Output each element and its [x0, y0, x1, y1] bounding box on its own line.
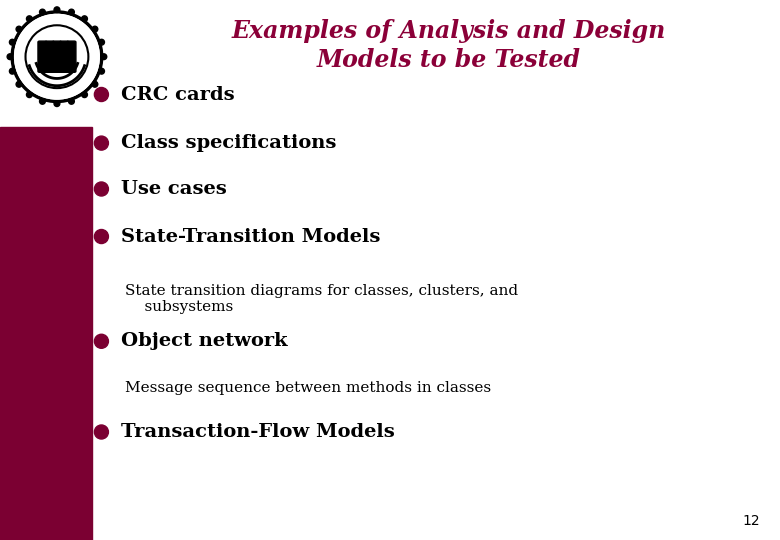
Text: Message sequence between methods in classes: Message sequence between methods in clas…	[125, 381, 491, 395]
Ellipse shape	[94, 230, 108, 244]
Ellipse shape	[9, 8, 105, 105]
Ellipse shape	[27, 92, 32, 98]
Ellipse shape	[94, 182, 108, 196]
FancyBboxPatch shape	[60, 41, 69, 72]
Ellipse shape	[94, 136, 108, 150]
Ellipse shape	[40, 9, 45, 15]
Ellipse shape	[94, 334, 108, 348]
Text: Examples of Analysis and Design
Models to be Tested: Examples of Analysis and Design Models t…	[232, 19, 665, 72]
Ellipse shape	[9, 39, 16, 45]
Text: State transition diagrams for classes, clusters, and
    subsystems: State transition diagrams for classes, c…	[125, 284, 518, 314]
Ellipse shape	[101, 54, 107, 59]
FancyBboxPatch shape	[67, 41, 76, 72]
Text: Class specifications: Class specifications	[121, 134, 336, 152]
Ellipse shape	[92, 82, 98, 87]
Text: 12: 12	[743, 514, 760, 528]
Ellipse shape	[98, 68, 105, 74]
Ellipse shape	[82, 16, 87, 22]
Text: Use cases: Use cases	[121, 180, 227, 198]
Ellipse shape	[98, 39, 105, 45]
Text: Object network: Object network	[121, 332, 287, 350]
FancyBboxPatch shape	[52, 41, 62, 72]
Ellipse shape	[54, 100, 60, 106]
Ellipse shape	[92, 26, 98, 32]
FancyBboxPatch shape	[38, 41, 47, 72]
Ellipse shape	[16, 82, 22, 87]
Ellipse shape	[94, 425, 108, 439]
Text: Transaction-Flow Models: Transaction-Flow Models	[121, 423, 395, 441]
Ellipse shape	[9, 68, 16, 74]
FancyBboxPatch shape	[45, 41, 54, 72]
Bar	[0, 127, 92, 540]
Ellipse shape	[16, 26, 22, 32]
Text: CRC cards: CRC cards	[121, 85, 235, 104]
Ellipse shape	[54, 7, 60, 13]
Ellipse shape	[7, 54, 13, 59]
Ellipse shape	[69, 9, 74, 15]
Text: State-Transition Models: State-Transition Models	[121, 227, 381, 246]
Ellipse shape	[82, 92, 87, 98]
Ellipse shape	[69, 98, 74, 104]
Ellipse shape	[40, 98, 45, 104]
Ellipse shape	[94, 87, 108, 102]
Ellipse shape	[15, 15, 99, 99]
Ellipse shape	[27, 16, 32, 22]
